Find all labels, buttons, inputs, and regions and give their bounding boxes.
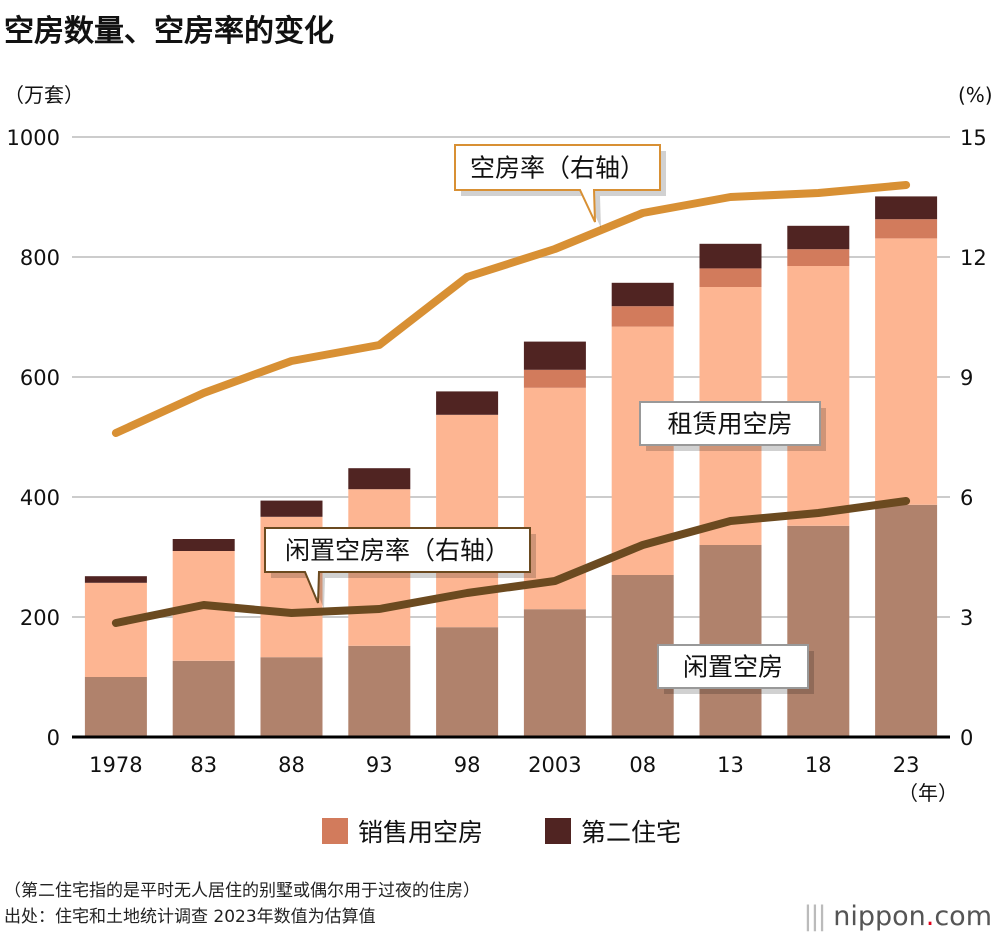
left-tick-label: 600: [20, 366, 60, 390]
x-tick-label: 2003: [528, 753, 581, 777]
bar-segment: [260, 500, 323, 517]
x-tick-label: 83: [190, 753, 217, 777]
bar-segment: [260, 657, 323, 737]
left-tick-label: 800: [20, 246, 60, 270]
bar-segment: [172, 539, 235, 551]
left-tick-label: 0: [47, 726, 60, 750]
x-tick-label: 88: [278, 753, 305, 777]
bar-segment: [787, 249, 850, 266]
rental-label-text: 租赁用空房: [667, 410, 792, 439]
footnote: （第二住宅指的是平时无人居住的别墅或偶尔用于过夜的住房）: [4, 881, 480, 901]
vacancy-rate-callout-text: 空房率（右轴）: [470, 154, 645, 183]
bar-segment: [611, 282, 674, 307]
bar-segment: [523, 609, 586, 737]
left-axis-label: （万套）: [4, 83, 84, 107]
bar-segment: [436, 627, 499, 737]
right-tick-label: 3: [960, 606, 973, 630]
vacancy-rate-callout-box: [454, 144, 661, 223]
bar-segment: [787, 225, 850, 250]
vacancy-rate-line: [111, 181, 911, 437]
left-tick-label: 400: [20, 486, 60, 510]
bar-segment: [699, 545, 762, 737]
x-tick-label: 93: [366, 753, 393, 777]
legend-swatch: [322, 818, 348, 844]
bar-segment: [875, 219, 938, 239]
left-tick-label: 200: [20, 606, 60, 630]
x-tick-label: 18: [805, 753, 832, 777]
bar-segment: [348, 468, 411, 490]
bar-segment: [787, 525, 850, 737]
bar-segment: [436, 391, 499, 415]
right-axis-label: (%): [958, 83, 993, 107]
bar-segment: [611, 326, 674, 575]
bar-segment: [787, 266, 850, 526]
bar-segment: [699, 243, 762, 269]
x-tick-label: 98: [454, 753, 481, 777]
idle-rate-line: [111, 497, 911, 627]
legend-label: 第二住宅: [581, 818, 681, 847]
right-tick-label: 15: [960, 126, 987, 150]
nippon-logo: ||| nippon.com: [803, 901, 992, 932]
x-tick-label: 08: [629, 753, 656, 777]
idle-rate-callout-box: [264, 527, 531, 604]
x-tick-label: 1978: [89, 753, 142, 777]
bar-segment: [875, 196, 938, 220]
idle-label-box: [657, 644, 809, 689]
bar-segment: [523, 341, 586, 370]
right-tick-label: 0: [960, 726, 973, 750]
bar-segment: [84, 677, 147, 737]
source-note: 出处：住宅和土地统计调查 2023年数值为估算值: [4, 907, 376, 927]
bar-segment: [699, 268, 762, 287]
bar-segment: [172, 660, 235, 737]
right-tick-label: 6: [960, 486, 973, 510]
right-tick-label: 9: [960, 366, 973, 390]
legend-label: 销售用空房: [358, 818, 483, 847]
bar-segment: [84, 576, 147, 583]
bar-segment: [875, 238, 938, 505]
bar-segment: [84, 582, 147, 677]
chart-title: 空房数量、空房率的变化: [4, 14, 334, 49]
rental-label-box: [639, 401, 821, 446]
x-tick-label: 23: [893, 753, 920, 777]
bar-segment: [611, 306, 674, 327]
chart-svg: 0 200 400 600 800 1000 0 3 6 9 12 15 （万套） (%) 1978 83 88…: [4, 83, 993, 847]
legend-swatch: [545, 818, 571, 844]
bar-segment: [348, 645, 411, 737]
bar-segment: [523, 369, 586, 388]
bar-segment: [875, 504, 938, 737]
idle-rate-callout-text: 闲置空房率（右轴）: [285, 536, 510, 565]
x-unit-label: （年）: [898, 781, 958, 805]
left-tick-label: 1000: [7, 126, 60, 150]
right-tick-label: 12: [960, 246, 987, 270]
x-tick-label: 13: [717, 753, 744, 777]
idle-label-text: 闲置空房: [683, 653, 783, 682]
